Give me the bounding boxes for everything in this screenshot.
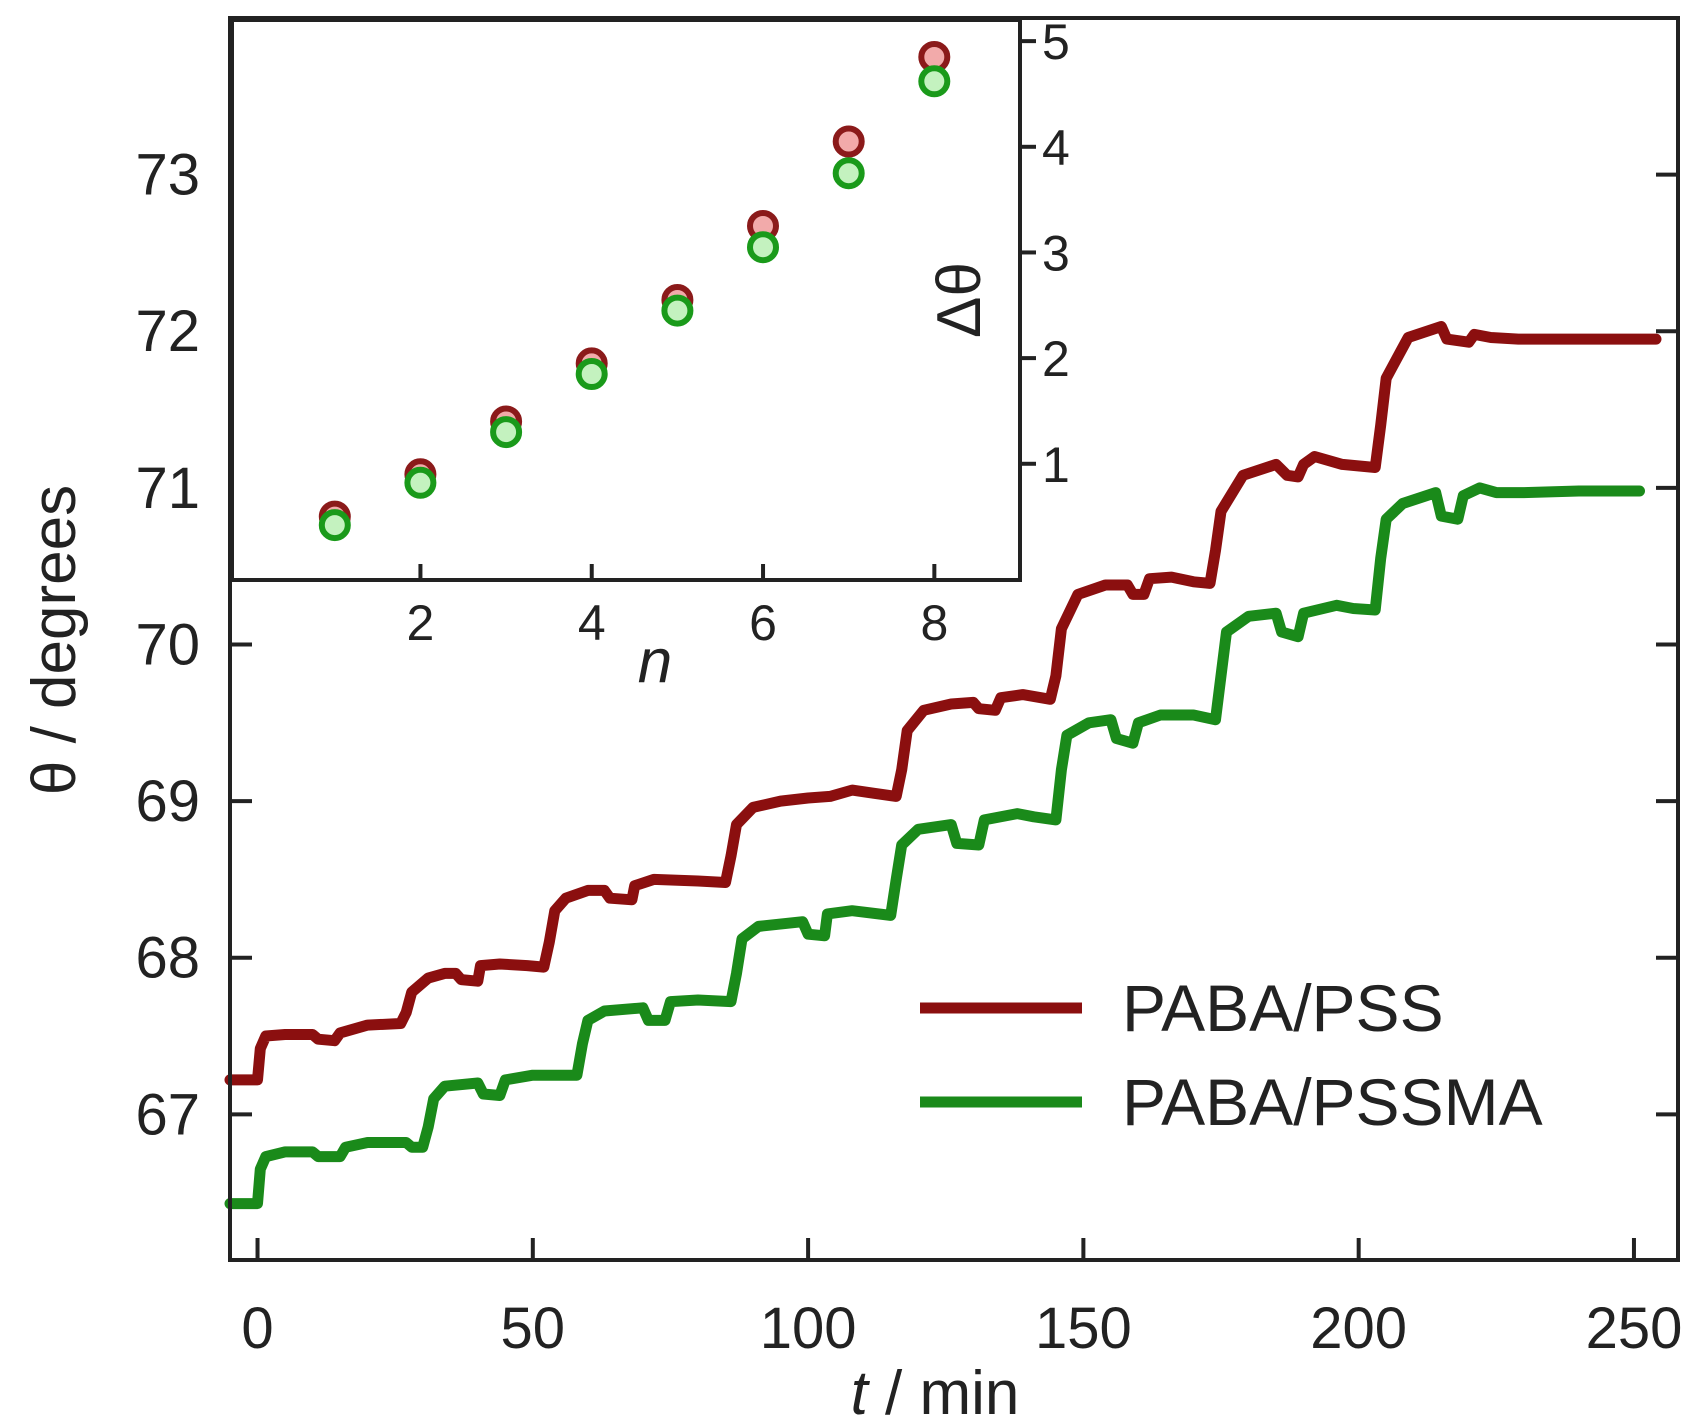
inset-point-paba-pssma: [661, 294, 694, 327]
y-tick-label: 67: [135, 1082, 200, 1147]
inset-point-paba-pssma: [832, 157, 865, 190]
inset-x-axis-title: n: [638, 627, 672, 696]
inset-ticks-layer: 2 4 6 8 1 2 3 4 5: [407, 14, 1070, 651]
x-tick-label: 250: [1586, 1296, 1683, 1361]
series-line-paba-pssma: [224, 482, 1645, 1210]
x-tick-label: 0: [241, 1296, 273, 1361]
inset-point-paba-pss: [832, 125, 865, 158]
x-tick-label: 150: [1035, 1296, 1132, 1361]
inset-x-tick-label: 6: [749, 595, 777, 651]
y-axis-title: θ / degrees: [20, 485, 89, 795]
inset-point-paba-pssma: [318, 509, 351, 542]
y-tick-label: 68: [135, 926, 200, 991]
inset-y-axis-title: Δθ: [925, 262, 994, 338]
x-axis-variable: t: [851, 1359, 871, 1427]
inset-plot-frame: [230, 18, 1022, 582]
main-series-layer: [224, 321, 1662, 1210]
inset-x-tick-label: 2: [407, 595, 435, 651]
y-tick-label: 73: [135, 143, 200, 208]
inset-point-paba-pssma: [918, 65, 951, 98]
x-axis-title: t / min: [851, 1359, 1020, 1427]
series-line-paba-pss: [224, 321, 1662, 1086]
inset-y-tick-label: 1: [1042, 437, 1070, 493]
x-tick-label: 50: [501, 1296, 566, 1361]
inset-point-paba-pssma: [404, 466, 437, 499]
y-tick-label: 72: [135, 299, 200, 364]
inset-x-tick-label: 4: [578, 595, 606, 651]
inset-y-tick-label: 2: [1042, 331, 1070, 387]
inset-y-tick-label: 5: [1042, 14, 1070, 70]
y-tick-label: 69: [135, 769, 200, 834]
inset-points-layer: [318, 41, 951, 542]
inset-y-tick-label: 3: [1042, 225, 1070, 281]
inset-x-tick-label: 8: [920, 595, 948, 651]
inset-point-paba-pssma: [490, 416, 523, 449]
legend: PABA/PSS PABA/PSSMA: [920, 971, 1543, 1139]
x-tick-label: 100: [760, 1296, 857, 1361]
legend-label-paba-pss: PABA/PSS: [1122, 971, 1444, 1045]
inset-y-tick-label: 4: [1042, 120, 1070, 176]
inset-background: [232, 20, 1020, 580]
x-tick-label: 200: [1310, 1296, 1407, 1361]
inset-point-paba-pssma: [747, 231, 779, 264]
legend-label-paba-pssma: PABA/PSSMA: [1122, 1065, 1543, 1139]
inset-chart: 2 4 6 8 1 2 3 4 5 Δθ n: [230, 14, 1070, 696]
inset-point-paba-pssma: [575, 358, 608, 390]
y-tick-label: 70: [135, 612, 200, 677]
x-axis-unit: / min: [868, 1359, 1020, 1427]
y-tick-label: 71: [135, 456, 200, 521]
